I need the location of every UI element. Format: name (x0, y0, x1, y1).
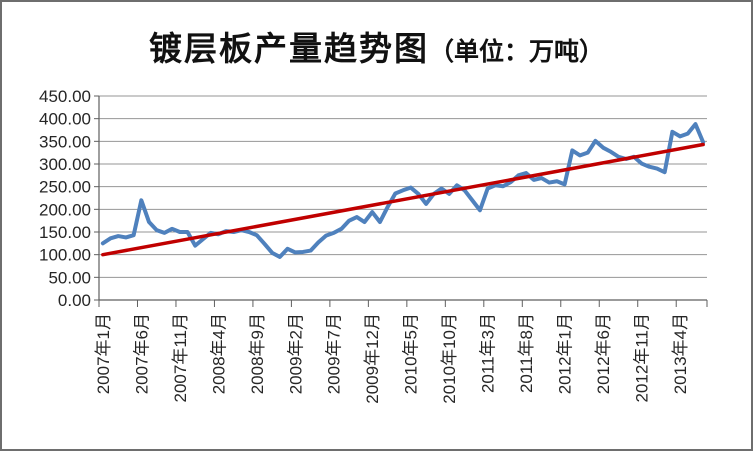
x-tick-label: 2009年12月 (363, 313, 382, 404)
y-axis: 0.00 50.00 100.00 150.00 200.00 250.00 300.00 3… (39, 87, 100, 310)
x-tick-label: 2007年1月 (94, 313, 113, 394)
y-tick-label: 350.00 (39, 132, 91, 151)
chart-title-main: 镀层板产量趋势图 (148, 29, 429, 68)
x-tick-label: 2012年1月 (556, 313, 575, 394)
y-tick-label: 0.00 (58, 291, 91, 310)
x-tick-label: 2008年9月 (248, 313, 267, 394)
x-axis: 2007年1月 2007年6月 2007年11月 2008年4月 2008年9月 2009… (94, 299, 708, 404)
y-tick-label: 450.00 (39, 87, 91, 106)
y-tick-label: 250.00 (39, 178, 91, 197)
chart-title-unit: （单位：万吨） (428, 37, 604, 66)
x-tick-label: 2007年11月 (171, 313, 190, 402)
x-tick-label: 2009年2月 (286, 313, 305, 394)
y-tick-label: 400.00 (39, 110, 91, 129)
x-tick-label: 2012年6月 (594, 313, 613, 394)
x-tick-label: 2009年7月 (325, 313, 344, 394)
x-tick-label: 2013年4月 (671, 313, 690, 394)
production-series-line (100, 122, 706, 259)
x-tick-label: 2007年6月 (132, 313, 151, 394)
x-tick-label: 2011年3月 (479, 313, 498, 393)
x-tick-label: 2010年5月 (402, 313, 421, 394)
x-tick-label: 2012年11月 (633, 313, 652, 402)
x-tick-label: 2008年4月 (209, 313, 228, 394)
y-tick-label: 300.00 (39, 155, 91, 174)
y-tick-label: 200.00 (39, 200, 91, 219)
x-tick-label: 2010年10月 (440, 313, 459, 404)
y-tick-label: 50.00 (48, 268, 91, 287)
y-tick-label: 150.00 (39, 223, 91, 242)
y-tick-label: 100.00 (39, 246, 91, 265)
x-tick-label: 2011年8月 (517, 313, 536, 393)
trend-line (101, 142, 705, 257)
gridlines (99, 95, 707, 278)
chart-title: 镀层板产量趋势图（单位：万吨） (2, 22, 751, 70)
